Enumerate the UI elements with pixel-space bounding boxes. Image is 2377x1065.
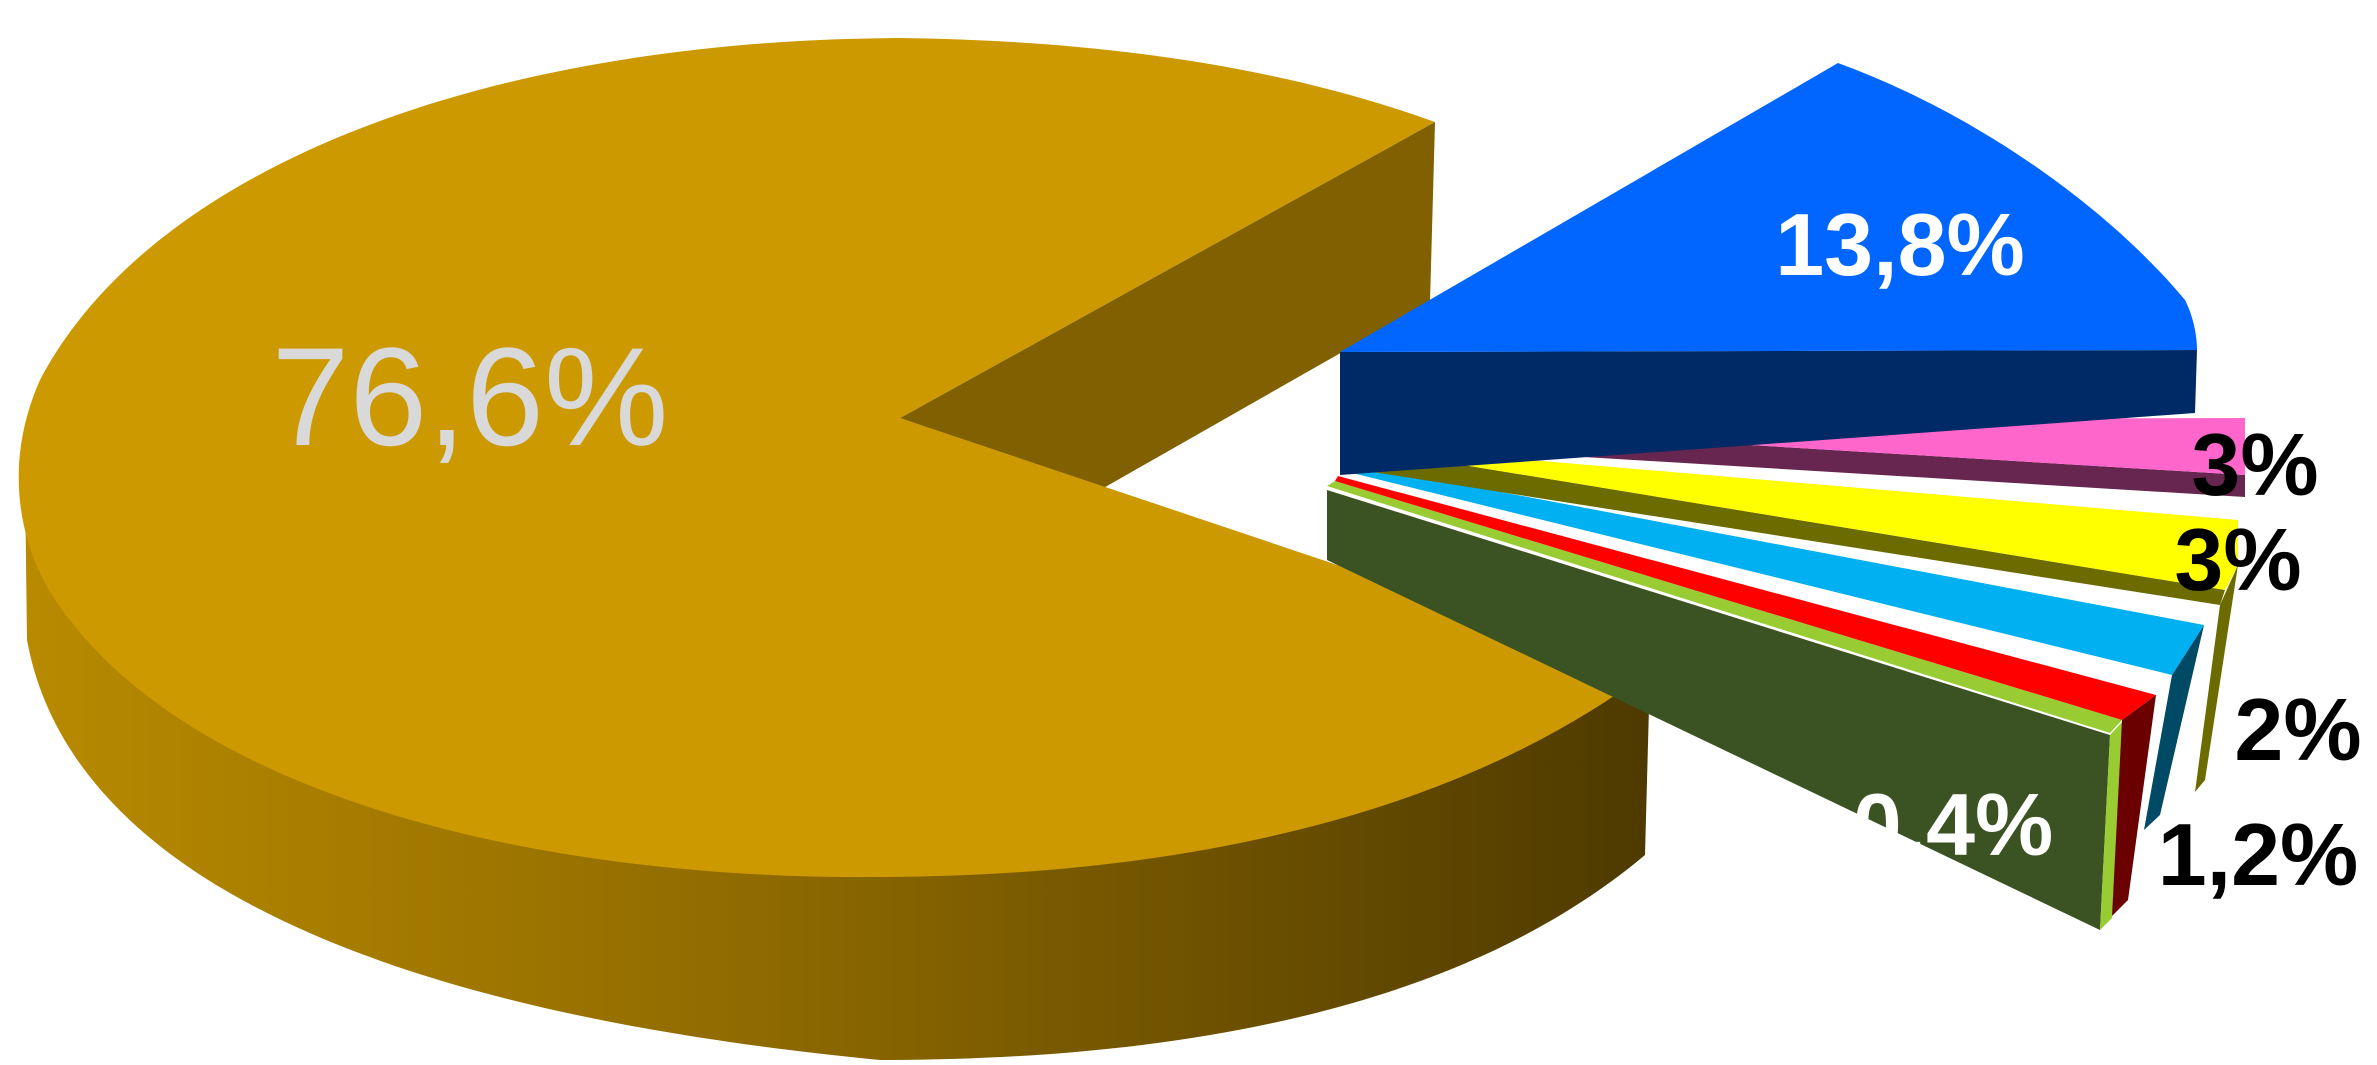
slice-group-4 [1340,463,2204,830]
slice-cut-0a [900,122,1435,490]
slice-top-4 [1340,463,2204,675]
slice-group-3 [1360,446,2238,792]
slice-side-1 [1340,350,2197,475]
slice-side-4 [2144,625,2204,830]
slice-group-1 [1340,63,2197,475]
data-label-3: 3% [2174,510,2301,609]
slice-group-6 [1327,481,2122,930]
slice-top-0 [18,38,1651,878]
slice-group-5 [1335,476,2156,916]
slice-group-0 [18,38,1651,1060]
slice-side-6 [1327,490,2110,930]
data-label-5: 1,2% [2158,805,2359,904]
slice-side-6b [2100,722,2122,930]
slice-top-3 [1360,446,2238,590]
data-label-6: 0,4% [1853,775,2054,874]
data-label-4: 2% [2234,680,2361,779]
data-label-1: 13,8% [1775,195,2025,294]
data-label-2: 3% [2191,415,2318,514]
data-label-0: 76,6% [272,318,669,475]
slice-side-3 [2195,565,2238,792]
slice-side-0 [25,480,1650,1060]
slice-top-1 [1340,63,2197,352]
slice-top-6 [1327,481,2122,733]
slice-side-5 [2112,695,2156,916]
slice-top-5 [1335,476,2156,720]
slice-side-3b [1360,448,2225,605]
